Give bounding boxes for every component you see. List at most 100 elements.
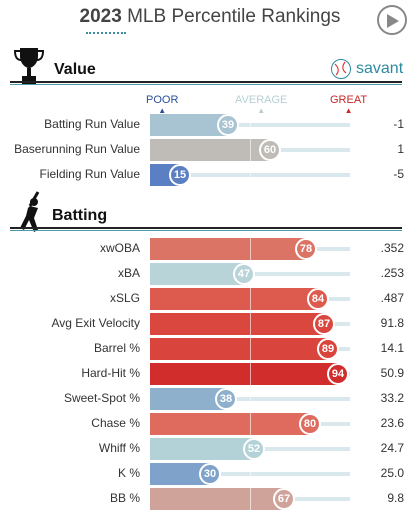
scale-average-label: AVERAGE xyxy=(235,94,288,106)
percentile-bar: 39 xyxy=(150,114,350,136)
metric-row: Whiff % 52 24.7 xyxy=(0,438,420,460)
title-underline xyxy=(86,32,126,34)
percentile-badge: 47 xyxy=(233,263,255,285)
metric-row: Sweet-Spot % 38 33.2 xyxy=(0,388,420,410)
bar-fill xyxy=(150,288,318,310)
title-text: MLB Percentile Rankings xyxy=(127,6,341,27)
percentile-bar: 67 xyxy=(150,488,350,510)
average-marker xyxy=(250,488,251,510)
metric-row: xBA 47 .253 xyxy=(0,263,420,285)
play-icon xyxy=(387,14,399,28)
metric-value: -1 xyxy=(393,117,404,131)
metric-label: Avg Exit Velocity xyxy=(51,316,141,330)
bar-fill xyxy=(150,463,210,485)
percentile-badge: 87 xyxy=(313,313,335,335)
metric-row: Avg Exit Velocity 87 91.8 xyxy=(0,313,420,335)
percentile-bar: 84 xyxy=(150,288,350,310)
percentile-badge: 80 xyxy=(299,413,321,435)
metric-label: xwOBA xyxy=(99,241,140,255)
play-button[interactable] xyxy=(377,5,407,35)
scale-great: GREAT ▲ xyxy=(330,94,367,115)
metric-row: K % 30 25.0 xyxy=(0,463,420,485)
average-marker xyxy=(250,363,251,385)
percentile-badge: 84 xyxy=(307,288,329,310)
percentile-bar: 52 xyxy=(150,438,350,460)
metric-value: 91.8 xyxy=(380,316,404,330)
bar-fill xyxy=(150,139,270,161)
bar-fill xyxy=(150,488,284,510)
metric-value: 33.2 xyxy=(380,391,404,405)
average-marker xyxy=(250,114,251,136)
average-arrow-icon: ▲ xyxy=(257,106,266,115)
metric-label: Hard-Hit % xyxy=(81,366,140,380)
metric-value: 25.0 xyxy=(380,466,404,480)
percentile-bar: 30 xyxy=(150,463,350,485)
metric-row: BB % 67 9.8 xyxy=(0,488,420,510)
percentile-bar: 89 xyxy=(150,338,350,360)
percentile-bar: 47 xyxy=(150,263,350,285)
great-arrow-icon: ▲ xyxy=(344,106,353,115)
metric-value: 9.8 xyxy=(387,491,404,505)
section-divider xyxy=(10,227,402,229)
savant-logo-icon xyxy=(331,59,351,79)
metric-label: Baserunning Run Value xyxy=(14,142,140,156)
poor-arrow-icon: ▲ xyxy=(158,106,167,115)
metric-label: xBA xyxy=(117,266,140,280)
metric-value: -5 xyxy=(393,167,404,181)
metric-row: xwOBA 78 .352 xyxy=(0,238,420,260)
percentile-badge: 52 xyxy=(243,438,265,460)
percentile-badge: 38 xyxy=(215,388,237,410)
metric-row: Chase % 80 23.6 xyxy=(0,413,420,435)
section-batting-title: Batting xyxy=(52,207,108,224)
percentile-bar: 80 xyxy=(150,413,350,435)
metric-label: K % xyxy=(117,466,140,480)
average-marker xyxy=(250,288,251,310)
percentile-bar: 78 xyxy=(150,238,350,260)
metric-row: Batting Run Value 39 -1 xyxy=(0,114,420,136)
metric-value: .487 xyxy=(380,291,404,305)
average-marker xyxy=(250,413,251,435)
metric-row: xSLG 84 .487 xyxy=(0,288,420,310)
savant-logo-text: savant xyxy=(356,60,404,77)
section-divider-accent xyxy=(10,230,402,231)
scale-poor-label: POOR xyxy=(146,94,179,106)
batter-icon xyxy=(20,191,40,232)
percentile-badge: 39 xyxy=(217,114,239,136)
page-title: 2023 MLB Percentile Rankings xyxy=(0,6,420,28)
bar-fill xyxy=(150,313,324,335)
metric-row: Baserunning Run Value 60 1 xyxy=(0,139,420,161)
percentile-bar: 60 xyxy=(150,139,350,161)
metric-value: 24.7 xyxy=(380,441,404,455)
metric-label: Whiff % xyxy=(98,441,140,455)
bar-fill xyxy=(150,338,328,360)
bar-fill xyxy=(150,413,310,435)
metric-row: Hard-Hit % 94 50.9 xyxy=(0,363,420,385)
average-marker xyxy=(250,313,251,335)
scale-average: AVERAGE ▲ xyxy=(235,94,287,115)
metric-value: .253 xyxy=(380,266,404,280)
metric-label: BB % xyxy=(109,491,140,505)
metric-label: xSLG xyxy=(109,291,140,305)
bar-fill xyxy=(150,238,306,260)
metric-label: Fielding Run Value xyxy=(39,167,140,181)
percentile-badge: 60 xyxy=(259,139,281,161)
percentile-bar: 94 xyxy=(150,363,350,385)
metric-value: 1 xyxy=(397,142,404,156)
section-divider-accent xyxy=(10,84,402,85)
metric-value: .352 xyxy=(380,241,404,255)
percentile-badge: 78 xyxy=(295,238,317,260)
metric-value: 23.6 xyxy=(380,416,404,430)
bar-fill xyxy=(150,263,244,285)
average-marker xyxy=(250,463,251,485)
section-divider xyxy=(10,81,402,83)
percentile-badge: 94 xyxy=(327,363,349,385)
metric-row: Fielding Run Value 15 -5 xyxy=(0,164,420,186)
percentile-bar: 38 xyxy=(150,388,350,410)
bar-fill xyxy=(150,388,226,410)
average-marker xyxy=(250,338,251,360)
percentile-bar: 87 xyxy=(150,313,350,335)
percentile-badge: 89 xyxy=(317,338,339,360)
bar-fill xyxy=(150,114,228,136)
bar-fill xyxy=(150,363,338,385)
metric-label: Sweet-Spot % xyxy=(63,391,140,405)
